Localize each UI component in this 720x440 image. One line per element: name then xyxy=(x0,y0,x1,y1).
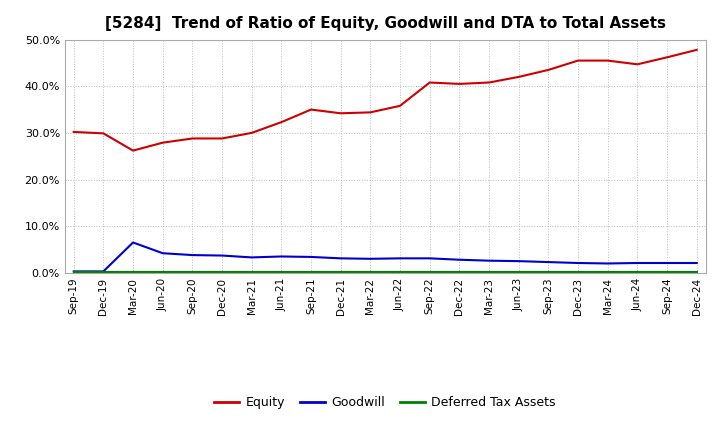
Goodwill xyxy=(574,260,582,266)
Equity xyxy=(277,120,286,125)
Goodwill xyxy=(248,255,256,260)
Equity xyxy=(514,74,523,80)
Goodwill xyxy=(158,250,167,256)
Legend: Equity, Goodwill, Deferred Tax Assets: Equity, Goodwill, Deferred Tax Assets xyxy=(210,391,561,414)
Equity xyxy=(336,110,345,116)
Deferred Tax Assets xyxy=(336,269,345,275)
Line: Equity: Equity xyxy=(73,50,697,150)
Equity xyxy=(693,47,701,52)
Goodwill xyxy=(336,256,345,261)
Deferred Tax Assets xyxy=(574,269,582,275)
Goodwill xyxy=(455,257,464,262)
Goodwill xyxy=(188,253,197,258)
Deferred Tax Assets xyxy=(485,269,493,275)
Deferred Tax Assets xyxy=(633,269,642,275)
Equity xyxy=(633,62,642,67)
Line: Goodwill: Goodwill xyxy=(73,242,697,271)
Deferred Tax Assets xyxy=(277,269,286,275)
Equity xyxy=(603,58,612,63)
Title: [5284]  Trend of Ratio of Equity, Goodwill and DTA to Total Assets: [5284] Trend of Ratio of Equity, Goodwil… xyxy=(104,16,666,32)
Equity xyxy=(662,55,671,60)
Goodwill xyxy=(69,269,78,274)
Equity xyxy=(426,80,434,85)
Goodwill xyxy=(99,269,108,274)
Goodwill xyxy=(307,254,315,260)
Equity xyxy=(366,110,374,115)
Deferred Tax Assets xyxy=(366,269,374,275)
Deferred Tax Assets xyxy=(455,269,464,275)
Goodwill xyxy=(633,260,642,266)
Goodwill xyxy=(514,258,523,264)
Equity xyxy=(307,107,315,112)
Equity xyxy=(69,129,78,135)
Equity xyxy=(485,80,493,85)
Deferred Tax Assets xyxy=(129,269,138,275)
Equity xyxy=(158,140,167,145)
Equity xyxy=(574,58,582,63)
Goodwill xyxy=(426,256,434,261)
Deferred Tax Assets xyxy=(603,269,612,275)
Deferred Tax Assets xyxy=(514,269,523,275)
Equity xyxy=(217,136,226,141)
Goodwill xyxy=(603,261,612,266)
Goodwill xyxy=(485,258,493,263)
Goodwill xyxy=(396,256,405,261)
Equity xyxy=(99,131,108,136)
Deferred Tax Assets xyxy=(307,269,315,275)
Goodwill xyxy=(662,260,671,266)
Equity xyxy=(248,130,256,136)
Equity xyxy=(188,136,197,141)
Deferred Tax Assets xyxy=(69,269,78,275)
Goodwill xyxy=(366,256,374,261)
Deferred Tax Assets xyxy=(693,269,701,275)
Deferred Tax Assets xyxy=(188,269,197,275)
Deferred Tax Assets xyxy=(99,269,108,275)
Deferred Tax Assets xyxy=(662,269,671,275)
Equity xyxy=(129,148,138,153)
Equity xyxy=(396,103,405,109)
Goodwill xyxy=(693,260,701,266)
Deferred Tax Assets xyxy=(544,269,553,275)
Goodwill xyxy=(277,254,286,259)
Deferred Tax Assets xyxy=(426,269,434,275)
Deferred Tax Assets xyxy=(396,269,405,275)
Goodwill xyxy=(217,253,226,258)
Equity xyxy=(455,81,464,87)
Deferred Tax Assets xyxy=(248,269,256,275)
Goodwill xyxy=(544,260,553,265)
Equity xyxy=(544,67,553,73)
Deferred Tax Assets xyxy=(217,269,226,275)
Goodwill xyxy=(129,240,138,245)
Deferred Tax Assets xyxy=(158,269,167,275)
